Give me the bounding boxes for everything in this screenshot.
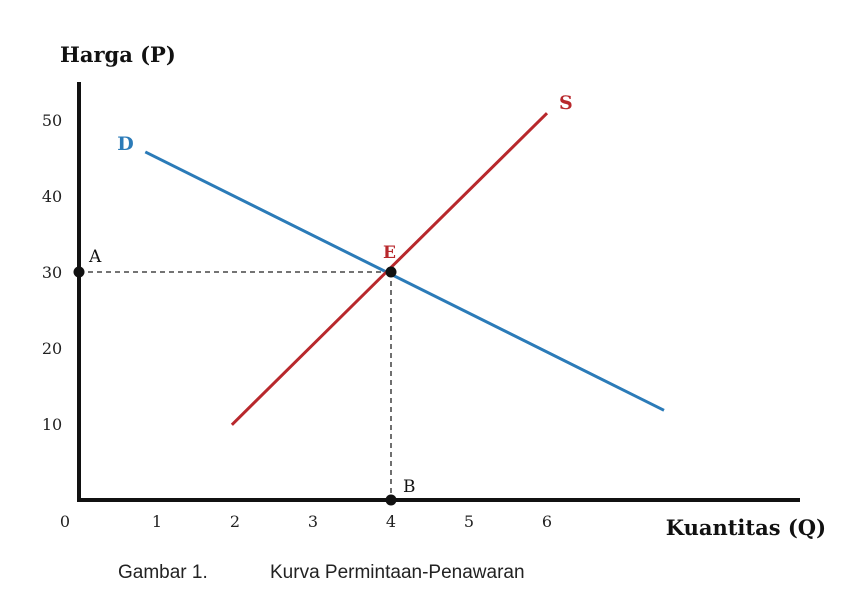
- point-a: [73, 266, 85, 278]
- x-tick-label: 5: [464, 512, 474, 531]
- x-tick-label: 4: [386, 512, 396, 531]
- curve-d: [144, 150, 665, 412]
- figure-caption: Gambar 1. Kurva Permintaan-Penawaran: [118, 562, 525, 584]
- curve-label-s: S: [559, 92, 573, 114]
- y-tick-label: 30: [42, 263, 62, 282]
- x-tick-label: 0: [60, 512, 70, 531]
- y-tick-label: 50: [42, 111, 62, 130]
- caption-title: Kurva Permintaan-Penawaran: [270, 562, 525, 583]
- point-label-e: E: [383, 243, 396, 263]
- curve-label-d: D: [117, 133, 133, 155]
- x-tick-label: 3: [308, 512, 318, 531]
- y-axis-label: Harga (P): [60, 42, 176, 67]
- point-label-b: B: [403, 477, 416, 497]
- point-b: [385, 494, 397, 506]
- x-tick-label: 2: [230, 512, 240, 531]
- x-axis-label: Kuantitas (Q): [666, 515, 826, 540]
- y-tick-label: 40: [42, 187, 62, 206]
- y-tick-label: 20: [42, 339, 62, 358]
- x-tick-label: 6: [542, 512, 552, 531]
- y-tick-label: 10: [42, 415, 62, 434]
- point-e: [385, 266, 397, 278]
- caption-number: Gambar 1.: [118, 562, 208, 583]
- point-label-a: A: [88, 247, 102, 267]
- x-tick-label: 1: [152, 512, 162, 531]
